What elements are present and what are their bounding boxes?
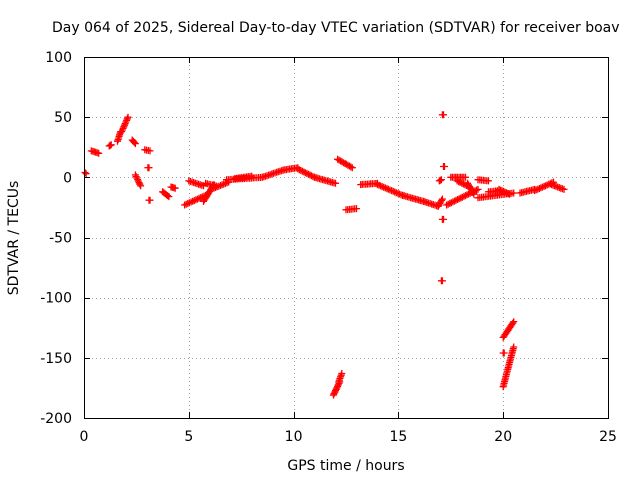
data-point-series bbox=[373, 181, 407, 199]
y-axis-label: SDTVAR / TECUs bbox=[6, 181, 22, 296]
data-point-series bbox=[357, 179, 381, 189]
x-tick-label: 20 bbox=[494, 429, 512, 445]
x-tick-label: 15 bbox=[389, 429, 407, 445]
data-point-series bbox=[131, 171, 145, 190]
x-tick-label: 25 bbox=[599, 429, 617, 445]
y-tick-label: -200 bbox=[40, 411, 72, 427]
y-tick-label: 50 bbox=[54, 110, 72, 126]
data-point-series bbox=[435, 176, 445, 185]
data-point-series bbox=[145, 196, 154, 204]
data-point-series bbox=[440, 163, 448, 170]
data-point-series bbox=[167, 183, 179, 192]
x-axis-label: GPS time / hours bbox=[287, 458, 404, 474]
data-point-series bbox=[334, 155, 356, 172]
data-point-series bbox=[499, 349, 508, 357]
x-tick-label: 0 bbox=[80, 429, 89, 445]
data-point-series bbox=[495, 185, 513, 198]
data-point-series bbox=[547, 181, 568, 193]
data-point-series bbox=[144, 164, 153, 172]
data-point-series bbox=[87, 147, 103, 157]
data-point-series bbox=[81, 169, 90, 178]
data-point-series bbox=[335, 370, 346, 386]
data-point-series bbox=[499, 343, 518, 391]
data-point-series bbox=[437, 277, 446, 285]
y-tick-label: -50 bbox=[49, 231, 72, 247]
data-point-series bbox=[342, 205, 360, 214]
data-point-series bbox=[464, 179, 478, 198]
data-points bbox=[81, 111, 568, 399]
data-point-series bbox=[128, 136, 139, 148]
data-point-series bbox=[105, 141, 115, 150]
data-point-series bbox=[311, 173, 339, 187]
y-tick-label: -100 bbox=[40, 291, 72, 307]
data-point-series bbox=[159, 188, 173, 201]
x-tick-label: 5 bbox=[184, 429, 193, 445]
chart-title: Day 064 of 2025, Sidereal Day-to-day VTE… bbox=[52, 20, 620, 36]
data-point-series bbox=[438, 111, 447, 119]
data-point-series bbox=[474, 176, 492, 185]
grid-lines bbox=[84, 57, 608, 418]
data-point-series bbox=[434, 195, 446, 210]
data-point-series bbox=[438, 215, 447, 223]
y-tick-label: 100 bbox=[45, 50, 72, 66]
data-point-series bbox=[294, 165, 319, 181]
data-point-series bbox=[141, 146, 154, 155]
data-point-series bbox=[258, 166, 287, 181]
y-tick-label: -150 bbox=[40, 351, 72, 367]
plot-frame bbox=[84, 57, 609, 419]
tick-labels: 0 5 10 15 20 25 -200 -150 -100 -50 0 50 100 bbox=[40, 50, 617, 445]
data-point-series bbox=[447, 173, 469, 181]
axis-ticks bbox=[84, 57, 609, 419]
data-point-series bbox=[231, 172, 256, 182]
data-point-series bbox=[399, 191, 428, 205]
data-point-series bbox=[499, 318, 518, 341]
y-tick-label: 0 bbox=[63, 170, 72, 186]
x-tick-label: 10 bbox=[285, 429, 303, 445]
data-point-series bbox=[185, 177, 207, 190]
data-point-series bbox=[279, 164, 302, 174]
data-point-series bbox=[118, 113, 132, 136]
